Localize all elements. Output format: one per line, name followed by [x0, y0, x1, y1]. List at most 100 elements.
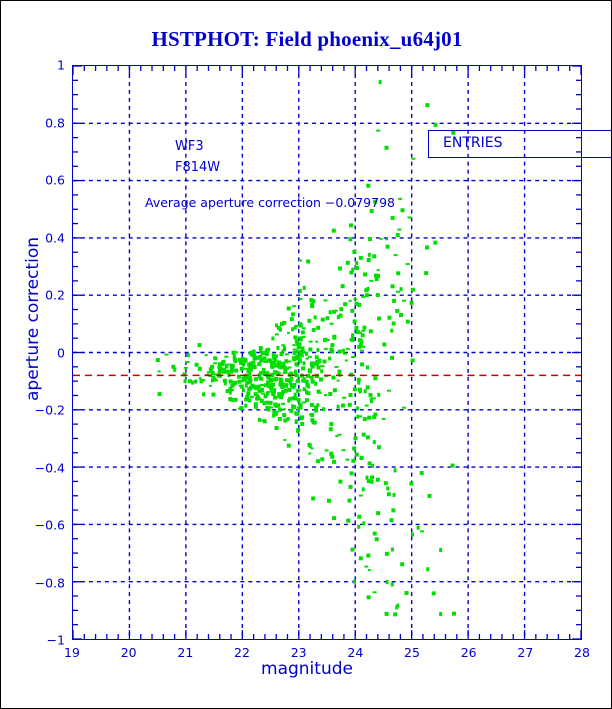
data-point [274, 405, 279, 408]
data-point [365, 385, 370, 390]
data-point [393, 468, 397, 473]
data-point [251, 349, 256, 354]
data-point [341, 449, 346, 452]
data-point [228, 390, 232, 395]
data-point [228, 386, 233, 391]
data-point [252, 356, 257, 361]
data-point [374, 277, 379, 281]
data-point [292, 344, 296, 347]
data-point [354, 325, 359, 330]
data-point [304, 379, 309, 384]
data-point [308, 413, 313, 416]
data-point [260, 419, 265, 422]
data-point [213, 362, 218, 365]
grid-lines [73, 66, 581, 639]
data-point [268, 401, 273, 404]
data-point [386, 492, 391, 497]
data-point [290, 312, 295, 317]
data-point [225, 389, 230, 394]
data-point [269, 388, 274, 393]
data-point [292, 384, 296, 389]
data-point [387, 315, 392, 320]
data-point [337, 369, 342, 374]
data-point [277, 417, 282, 421]
data-point [288, 378, 293, 383]
data-point [269, 378, 273, 383]
data-point [247, 362, 251, 367]
data-point [368, 237, 373, 242]
data-point [336, 404, 340, 409]
data-point [212, 377, 217, 382]
data-point [288, 382, 292, 385]
data-point [362, 325, 367, 330]
data-point [300, 330, 305, 335]
data-point [277, 364, 281, 369]
data-point [283, 388, 288, 393]
data-point [374, 537, 379, 542]
data-point [248, 365, 253, 370]
data-point [358, 391, 362, 394]
data-point [271, 353, 275, 358]
data-point [289, 384, 294, 389]
data-point [354, 301, 359, 306]
data-point [314, 355, 319, 360]
data-point [315, 340, 319, 343]
data-point [198, 377, 202, 380]
data-point [259, 358, 264, 363]
data-point [320, 317, 325, 322]
data-point [238, 360, 242, 365]
data-point [302, 361, 306, 366]
data-point [254, 388, 258, 391]
data-point [360, 362, 365, 367]
data-point [259, 398, 264, 403]
data-point [230, 383, 235, 388]
data-point [395, 290, 400, 293]
data-point [182, 372, 187, 377]
data-point [279, 352, 284, 357]
data-point [357, 338, 362, 343]
data-point [252, 353, 257, 358]
data-point [234, 397, 238, 402]
data-point [373, 376, 378, 381]
data-point [273, 358, 277, 361]
data-point [249, 354, 254, 357]
data-point [302, 387, 306, 392]
data-point [250, 383, 255, 386]
data-point [311, 299, 316, 304]
data-point [287, 366, 292, 369]
data-point [171, 364, 176, 369]
data-point [284, 378, 289, 383]
data-point [364, 404, 369, 407]
y-tick-label: −1 [46, 632, 65, 648]
data-point [291, 327, 295, 332]
data-point [262, 419, 267, 424]
data-point [239, 406, 244, 411]
data-point [283, 366, 287, 371]
data-point [451, 130, 456, 135]
data-point [302, 285, 306, 290]
data-point [294, 373, 299, 378]
data-point [301, 378, 306, 383]
data-point [266, 406, 271, 409]
data-point [310, 303, 315, 308]
data-point [217, 368, 222, 373]
data-point [228, 397, 233, 400]
data-point [279, 380, 284, 385]
data-point [390, 355, 395, 360]
data-point [279, 363, 284, 366]
data-point [270, 366, 275, 369]
data-point [304, 398, 309, 403]
data-point [320, 365, 325, 368]
data-point [416, 525, 420, 530]
data-point [248, 378, 253, 383]
data-point [208, 367, 213, 372]
data-point [221, 370, 225, 373]
data-point [253, 404, 258, 409]
data-point [325, 316, 330, 321]
data-point [386, 486, 390, 491]
y-tick-label: 0.6 [45, 172, 65, 188]
data-point [173, 367, 177, 372]
data-point [218, 375, 222, 378]
data-point [318, 377, 323, 382]
data-point [258, 354, 263, 359]
